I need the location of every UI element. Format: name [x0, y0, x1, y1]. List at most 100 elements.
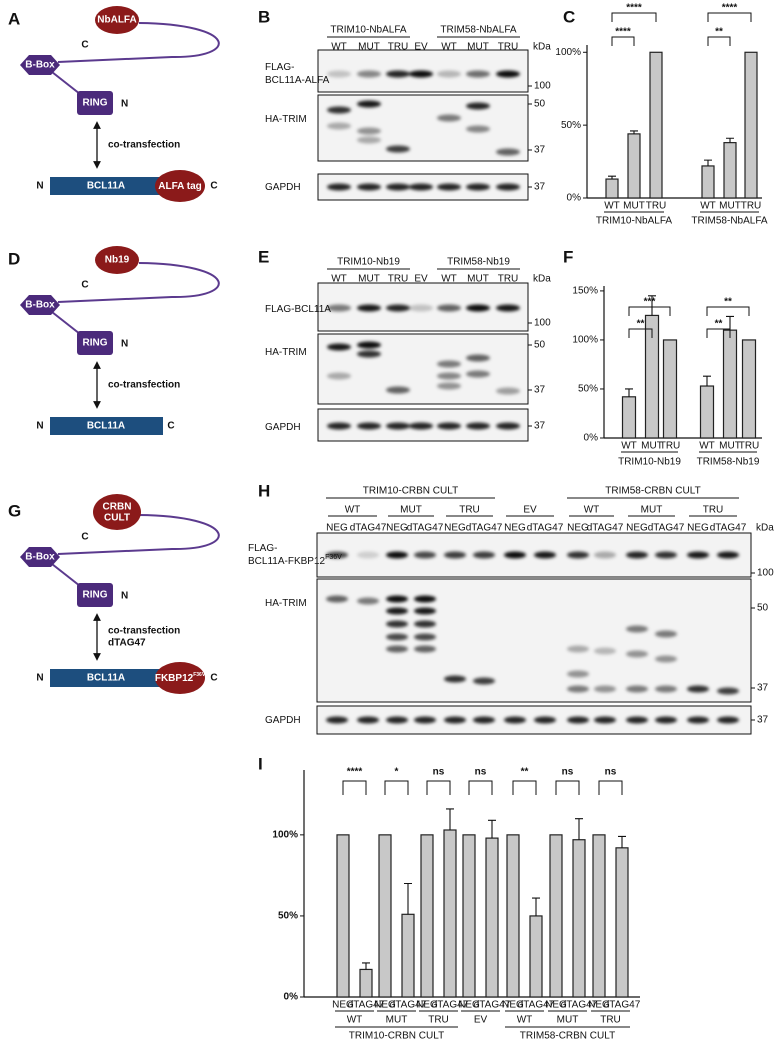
band [414, 633, 436, 641]
lane-label: WT [331, 42, 347, 53]
subgroup-label: TRU [703, 505, 724, 516]
subgroup-label: MUT [557, 1015, 579, 1026]
row-label: HA-TRIM [265, 114, 307, 125]
lane-label: dTAG47 [648, 523, 685, 534]
panel-label: E [258, 247, 269, 266]
band [466, 422, 490, 430]
band [327, 422, 351, 430]
sig-bracket [384, 780, 409, 795]
x-tick-label: MUT [641, 441, 663, 452]
band [327, 304, 351, 312]
y-tick-label: 100% [555, 47, 581, 58]
terminus: C [81, 532, 88, 543]
marker-label: 37 [534, 182, 546, 193]
sig-label: ** [715, 27, 723, 38]
sig-label: **** [347, 767, 363, 778]
band [444, 675, 466, 683]
band [437, 70, 461, 78]
error-bar [532, 897, 540, 916]
bar [462, 834, 476, 998]
band [437, 382, 461, 390]
band [626, 551, 648, 559]
ring [77, 91, 113, 115]
x-tick-label: dTAG47 [432, 1000, 469, 1011]
band [326, 551, 348, 559]
sig-label: **** [615, 27, 631, 38]
y-tick-label: 0% [584, 433, 599, 444]
linker [57, 514, 220, 555]
band [386, 145, 410, 153]
sig-bracket [468, 780, 493, 795]
band [626, 650, 648, 658]
group-label: TRIM10-NbALFA [330, 25, 406, 36]
sig-bracket [706, 306, 750, 316]
band [496, 183, 520, 191]
band [437, 304, 461, 312]
sig-bracket [611, 36, 635, 46]
band [409, 422, 433, 430]
bar [485, 837, 499, 998]
band [717, 716, 739, 724]
band [504, 716, 526, 724]
x-tick-label: NEG [332, 1000, 354, 1011]
lane-label: WT [441, 274, 457, 285]
x-tick-label: TRU [646, 201, 667, 212]
band [626, 625, 648, 633]
band [327, 70, 351, 78]
band [414, 595, 436, 603]
panel-label: B [258, 7, 270, 26]
band [626, 716, 648, 724]
terminus: N [121, 99, 128, 110]
x-tick-label: NEG [502, 1000, 524, 1011]
terminus: C [167, 421, 174, 432]
lane-label: MUT [467, 274, 489, 285]
connector [51, 71, 81, 95]
sig-bracket [628, 306, 671, 316]
bands [327, 304, 520, 312]
subgroup-label: WT [517, 1015, 533, 1026]
band [687, 685, 709, 693]
band [626, 685, 648, 693]
subgroup-label: WT [584, 505, 600, 516]
subgroup-label: MUT [641, 505, 663, 516]
band [534, 716, 556, 724]
error-bar [726, 315, 734, 331]
arrow-text: co-transfection [108, 140, 180, 151]
ring [77, 331, 113, 355]
bar [443, 829, 457, 998]
band [534, 551, 556, 559]
band [466, 102, 490, 110]
b-box [20, 295, 60, 315]
band [386, 422, 410, 430]
band [473, 716, 495, 724]
row-label-text: FLAG- [265, 62, 294, 73]
row-label: FLAG- [248, 543, 277, 554]
band [326, 716, 348, 724]
band [444, 716, 466, 724]
band [496, 422, 520, 430]
sig-label: ** [521, 767, 529, 778]
band [357, 70, 381, 78]
linker [57, 22, 220, 63]
lane-label: NEG [504, 523, 526, 534]
b-box [20, 547, 60, 567]
arrow-text: co-transfection [108, 626, 180, 637]
row-label: HA-TRIM [265, 347, 307, 358]
connector [51, 563, 81, 587]
band [386, 386, 410, 394]
lane-label: NEG [567, 523, 589, 534]
x-tick-label: NEG [416, 1000, 438, 1011]
x-tick-label: NEG [458, 1000, 480, 1011]
band [386, 304, 410, 312]
nanobody [95, 246, 139, 274]
band [437, 360, 461, 368]
lane-label: MUT [358, 274, 380, 285]
arrow-text: co-transfection [108, 380, 180, 391]
x-tick-label: NEG [374, 1000, 396, 1011]
group-label: TRIM10-NbALFA [596, 216, 672, 227]
band [357, 597, 379, 605]
band [414, 620, 436, 628]
error-bar [625, 388, 633, 397]
band [655, 655, 677, 663]
ring [77, 583, 113, 607]
